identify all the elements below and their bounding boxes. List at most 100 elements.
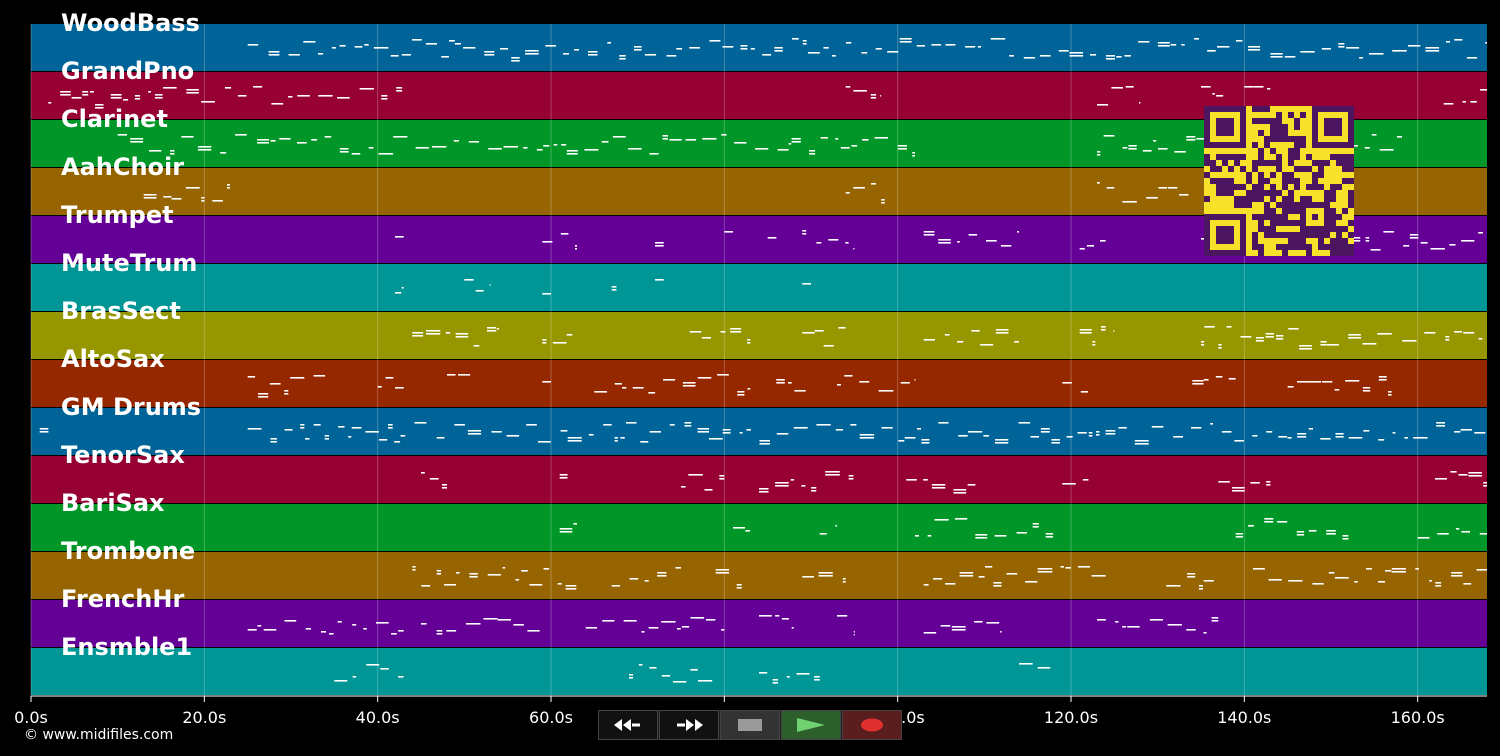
track-name: GM Drums (61, 393, 201, 421)
note (740, 48, 748, 50)
note (709, 40, 721, 42)
rewind-button[interactable] (598, 710, 658, 740)
track-lane[interactable] (31, 504, 1487, 551)
note (993, 582, 1002, 584)
note (1016, 532, 1027, 534)
note (1255, 340, 1264, 342)
note (425, 43, 437, 45)
note (1461, 240, 1475, 242)
note (1203, 580, 1214, 582)
note (1032, 523, 1039, 525)
note (1066, 436, 1073, 438)
note (467, 430, 482, 432)
note (339, 148, 349, 150)
note (352, 624, 357, 626)
note (1023, 57, 1036, 59)
note (881, 199, 885, 201)
note (212, 200, 223, 202)
note (71, 97, 82, 99)
track-lane[interactable] (31, 24, 1487, 71)
note (835, 138, 839, 140)
note (454, 43, 461, 45)
note (288, 54, 300, 56)
note (802, 576, 814, 578)
note (1409, 237, 1419, 239)
note (1334, 389, 1340, 391)
note (1060, 566, 1064, 568)
note (985, 566, 993, 568)
track-lane[interactable] (31, 360, 1487, 407)
track-lane[interactable] (31, 456, 1487, 503)
note (311, 139, 318, 141)
note (1425, 47, 1440, 49)
note (201, 101, 215, 103)
note (1284, 56, 1296, 58)
note (819, 533, 827, 535)
note (750, 48, 755, 50)
note (634, 49, 642, 51)
note (1097, 182, 1100, 184)
note (897, 145, 907, 147)
record-button[interactable] (842, 710, 902, 740)
note (1030, 436, 1039, 438)
note (1228, 378, 1236, 380)
note (775, 615, 780, 617)
note (1194, 38, 1199, 40)
note (447, 374, 456, 376)
note (1352, 145, 1358, 147)
note (1370, 249, 1381, 251)
track-lane[interactable] (31, 408, 1487, 455)
track-name: BrasSect (61, 297, 181, 325)
note (313, 424, 321, 426)
note (802, 233, 807, 235)
note (722, 429, 731, 431)
note (777, 149, 789, 151)
note (1397, 136, 1402, 138)
track-lane[interactable] (31, 648, 1487, 695)
note (170, 150, 175, 152)
note (1014, 341, 1019, 343)
track-lane[interactable] (31, 264, 1487, 311)
note (1100, 240, 1106, 242)
note (1211, 620, 1219, 622)
note (385, 377, 394, 379)
note (814, 330, 824, 332)
note (467, 433, 482, 435)
note (853, 634, 855, 636)
note (197, 146, 212, 148)
note (363, 628, 367, 630)
note (588, 54, 598, 56)
note (560, 233, 569, 235)
note (900, 382, 910, 384)
note (566, 150, 578, 152)
note (1062, 382, 1072, 384)
stop-button[interactable] (720, 710, 780, 740)
note (967, 484, 976, 486)
note (380, 668, 389, 670)
fast-forward-button[interactable] (659, 710, 719, 740)
note (1404, 437, 1408, 439)
note (1429, 580, 1432, 582)
note (859, 381, 870, 383)
note (1334, 577, 1349, 579)
record-icon (861, 718, 883, 732)
note (861, 52, 868, 54)
note (986, 622, 1000, 624)
note (412, 332, 424, 334)
note (1342, 538, 1349, 540)
play-button[interactable] (781, 710, 841, 740)
note (655, 279, 664, 281)
track-notes (334, 663, 1051, 684)
note (853, 90, 867, 92)
track-lane[interactable] (31, 600, 1487, 647)
track-lane[interactable] (31, 552, 1487, 599)
note (793, 427, 808, 429)
track-lane[interactable] (31, 312, 1487, 359)
note (938, 239, 951, 241)
note (917, 428, 921, 430)
note (1101, 326, 1106, 328)
note (134, 95, 141, 97)
note (1451, 572, 1463, 574)
note (945, 44, 956, 46)
note (1308, 428, 1313, 430)
